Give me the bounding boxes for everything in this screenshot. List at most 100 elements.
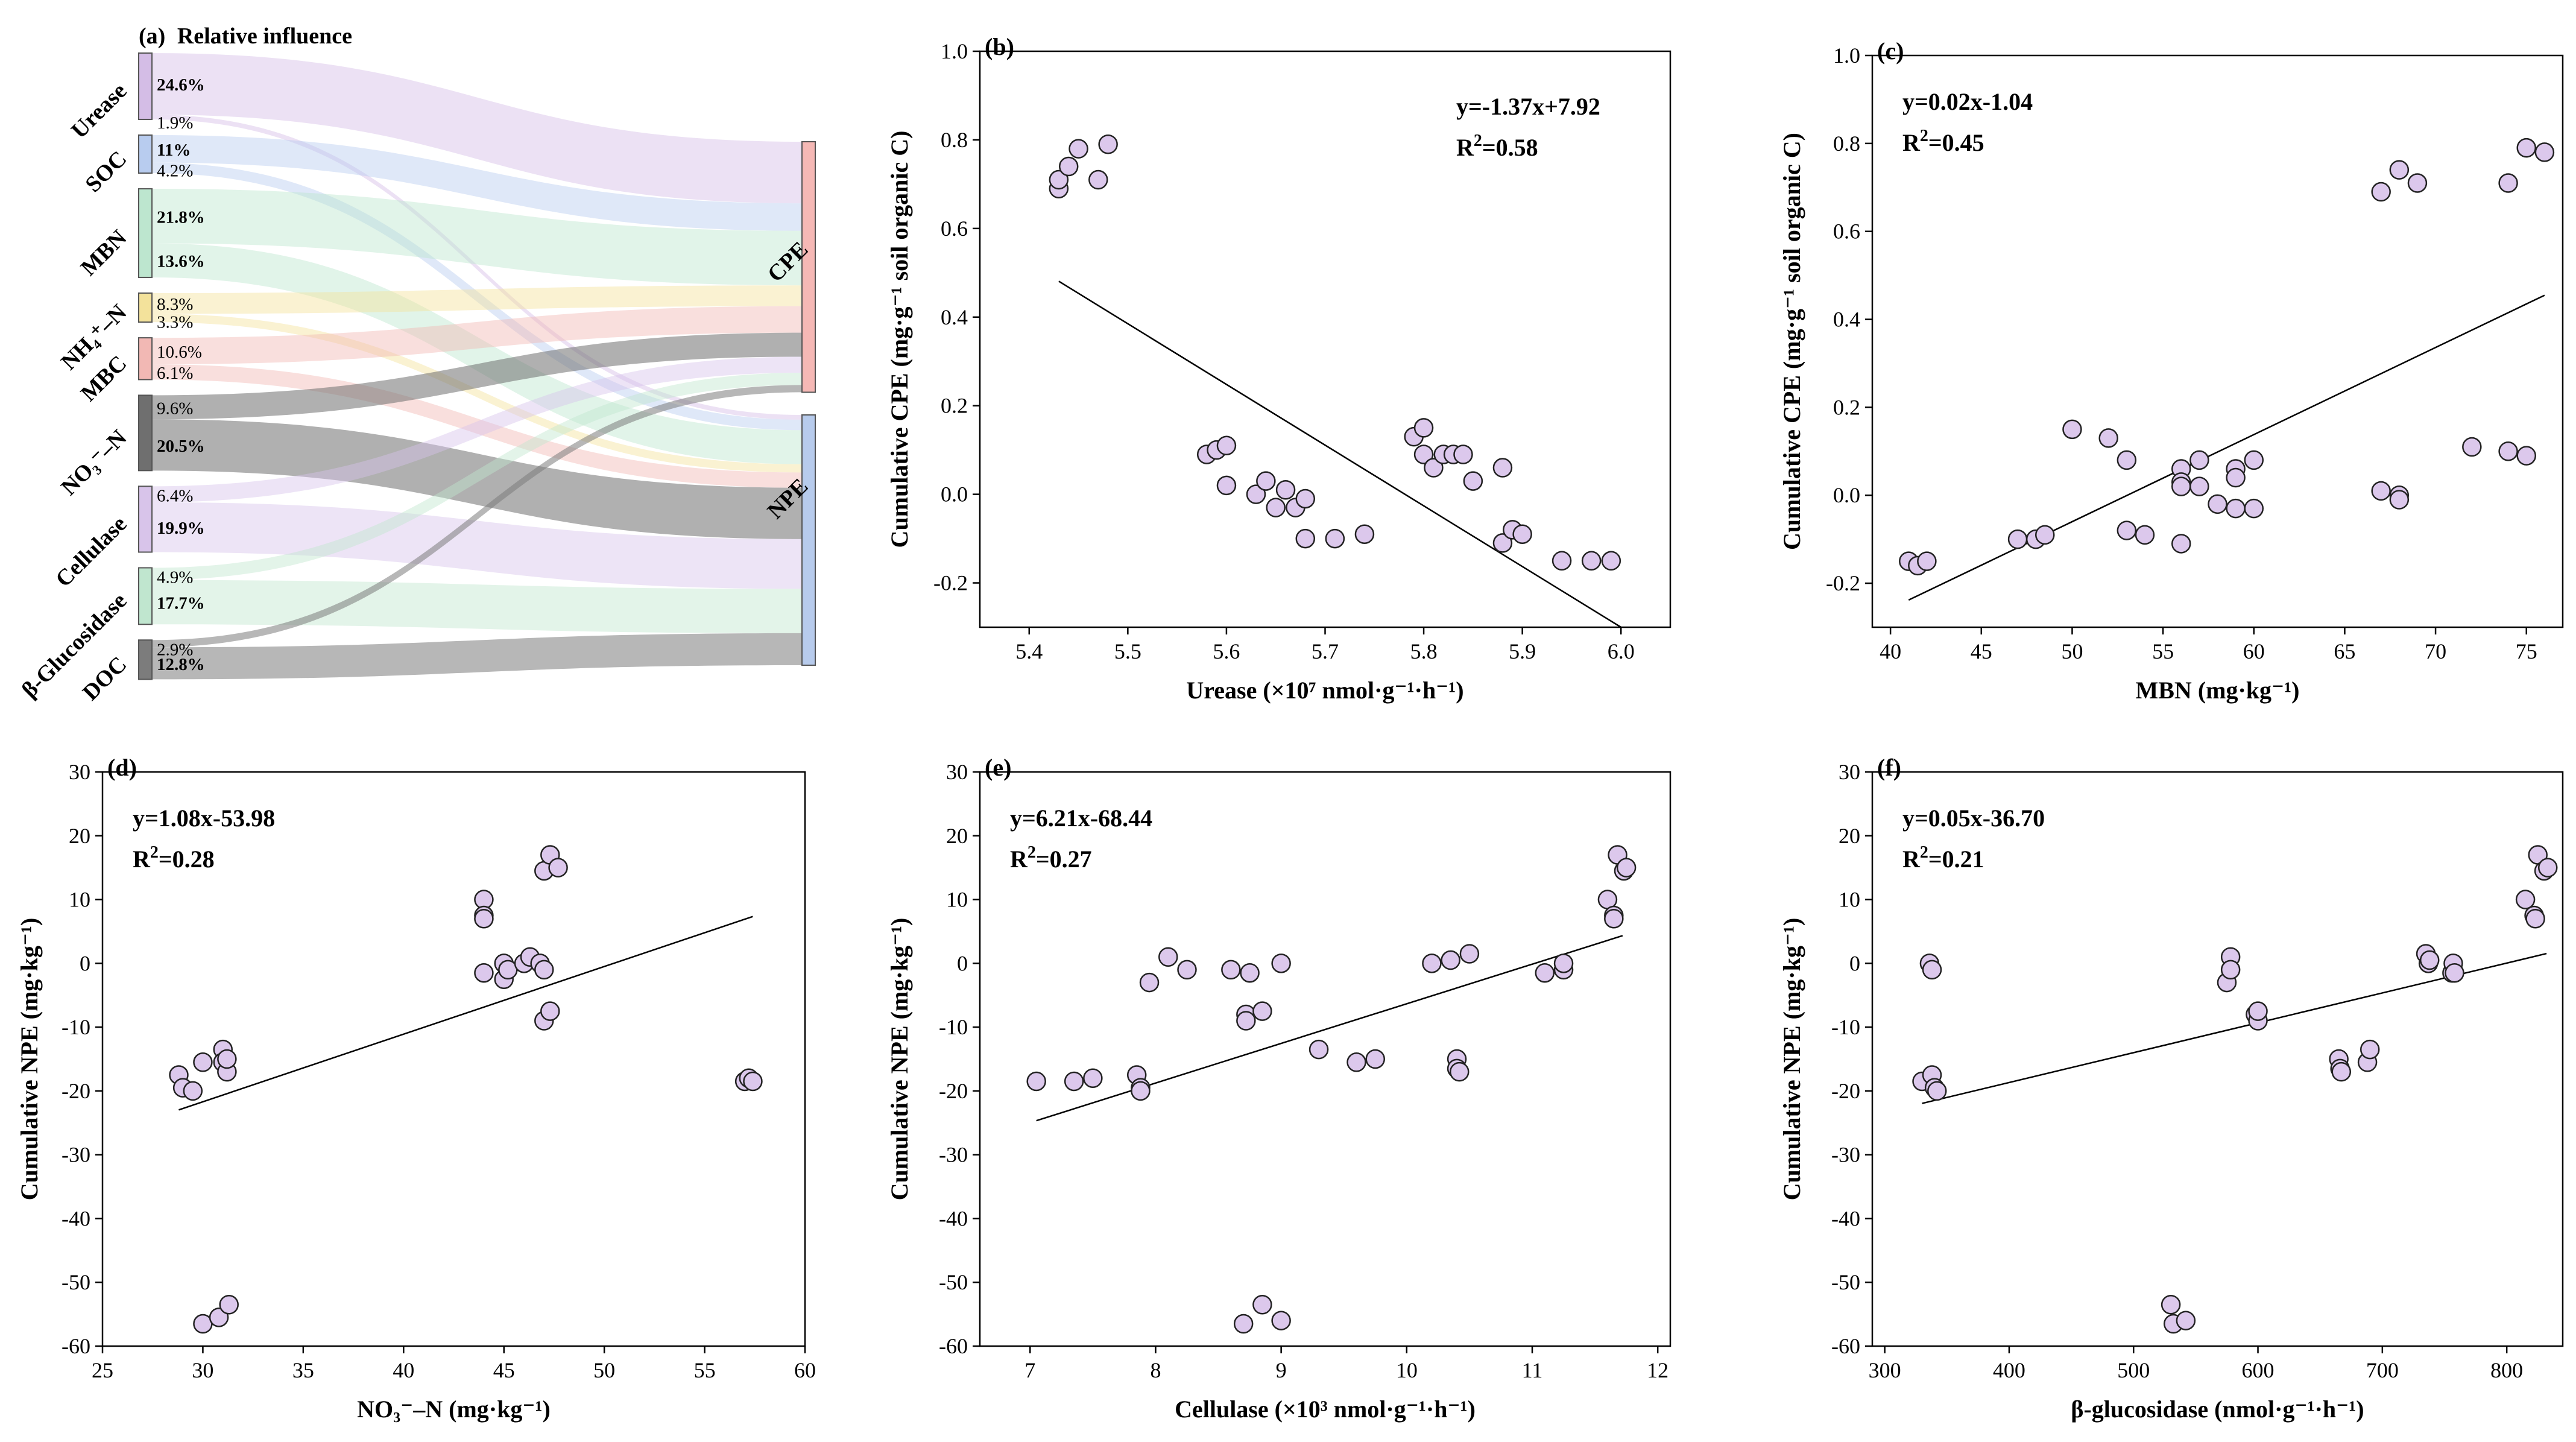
y-tick-label: 0.0 xyxy=(1833,483,1860,507)
sankey-link-no3-cpe xyxy=(152,332,802,420)
data-point xyxy=(1601,551,1621,571)
data-point xyxy=(2331,1061,2352,1082)
sankey-link-soc-npe xyxy=(152,162,802,431)
data-point xyxy=(2360,1039,2380,1060)
sankey-link-mbn-npe xyxy=(152,243,802,464)
y-tick-label: 0.4 xyxy=(941,305,968,329)
data-point xyxy=(2062,419,2082,440)
data-point xyxy=(1236,1011,1256,1031)
data-point xyxy=(2244,450,2264,470)
y-tick-label: 1.0 xyxy=(1833,43,1860,68)
data-point xyxy=(1413,444,1434,464)
source-node-no3 xyxy=(138,394,153,472)
sankey-pct-urease-cpe: 24.6% xyxy=(157,75,205,95)
y-tick-label: 0.4 xyxy=(1833,308,1860,332)
x-tick-label: 45 xyxy=(1971,639,1992,663)
plot-frame xyxy=(979,50,1672,628)
data-point xyxy=(548,858,568,878)
data-point xyxy=(1271,953,1291,973)
y-tick-label: 20 xyxy=(1839,824,1860,848)
x-tick-label: 60 xyxy=(794,1358,816,1382)
data-point xyxy=(1441,950,1460,970)
data-point xyxy=(1295,489,1316,509)
x-tick-label: 5.6 xyxy=(1213,639,1240,663)
x-tick-label: 5.4 xyxy=(1015,639,1043,663)
data-point xyxy=(1927,1081,1947,1101)
sankey-link-nh4-cpe xyxy=(152,285,802,314)
data-point xyxy=(2525,909,2545,929)
data-point xyxy=(1459,944,1480,964)
x-tick-label: 25 xyxy=(92,1358,113,1382)
y-tick-label: -30 xyxy=(62,1143,90,1167)
regression-equation: y=0.02x-1.04 xyxy=(1902,88,2033,115)
y-tick-label: -50 xyxy=(939,1270,968,1294)
data-point xyxy=(2117,450,2137,470)
data-point xyxy=(540,1001,560,1021)
data-point xyxy=(2537,858,2558,878)
x-tick-label: 45 xyxy=(493,1358,515,1382)
scatter-panel-c: 40 45 50 55 60 65 70 75 -0.2 0.0 0.2 0.4 0.6 0.8 1.0 (c… xyxy=(1778,37,2564,704)
x-tick-label: 50 xyxy=(593,1358,615,1382)
regression-line xyxy=(1036,935,1623,1122)
regression-line xyxy=(1922,952,2547,1104)
y-tick-label: -10 xyxy=(939,1015,968,1039)
y-tick-label: -10 xyxy=(62,1015,90,1039)
sankey-pct-doc-npe: 12.8% xyxy=(157,655,205,674)
data-point xyxy=(1535,963,1555,983)
x-tick-label: 60 xyxy=(2243,639,2265,663)
data-point xyxy=(2226,498,2246,519)
data-point xyxy=(2445,963,2464,983)
r-squared: R2=0.21 xyxy=(1902,843,1984,873)
panel-label-d: (d) xyxy=(107,754,137,781)
x-axis-label: MBN (mg·kg⁻¹) xyxy=(2136,677,2300,704)
sankey-pct-no3-npe: 20.5% xyxy=(157,437,205,456)
data-point xyxy=(2226,467,2246,488)
y-axis-label: Cumulative NPE (mg·kg⁻¹) xyxy=(16,918,43,1201)
data-point xyxy=(1604,909,1624,929)
source-node-nh4 xyxy=(138,292,153,323)
data-point xyxy=(2534,142,2555,162)
y-tick-label: 0.2 xyxy=(1833,395,1860,419)
plot-frame xyxy=(1871,771,2564,1347)
x-tick-label: 6.0 xyxy=(1608,639,1635,663)
source-node-mbc xyxy=(138,337,153,381)
data-point xyxy=(1026,1071,1046,1092)
plot-frame xyxy=(979,771,1672,1347)
r-squared-superscript: 2 xyxy=(1920,127,1928,145)
y-tick-label: 0.2 xyxy=(941,394,968,418)
r-squared-value: =0.45 xyxy=(1928,129,1984,156)
y-tick-label: 30 xyxy=(946,760,968,784)
data-point xyxy=(474,909,494,929)
r-squared: R2=0.58 xyxy=(1456,131,1538,161)
y-tick-label: 10 xyxy=(946,888,968,912)
y-tick-label: -0.2 xyxy=(1826,571,1860,595)
plot-frame xyxy=(1871,54,2564,628)
data-point xyxy=(2407,173,2428,193)
data-point xyxy=(2220,960,2241,980)
sankey-pct-cellulase-cpe: 6.4% xyxy=(157,486,193,505)
sankey-link-urease-npe xyxy=(152,115,802,420)
regression-equation: y=-1.37x+7.92 xyxy=(1456,93,1600,120)
data-point xyxy=(1553,953,1574,973)
r-squared-superscript: 2 xyxy=(1474,131,1482,150)
plot-frame xyxy=(101,771,806,1347)
r-squared-value: =0.28 xyxy=(159,846,215,873)
sankey-pct-urease-npe: 1.9% xyxy=(157,113,193,133)
data-point xyxy=(183,1081,203,1101)
data-point xyxy=(2171,534,2191,554)
data-point xyxy=(2248,1001,2268,1021)
x-tick-label: 7 xyxy=(1024,1358,1035,1382)
sankey-panel: (a) Relative influence CPENPE24.6%1.9%Ur… xyxy=(17,24,816,706)
r-squared: R2=0.28 xyxy=(133,843,215,873)
data-point xyxy=(1252,1294,1272,1315)
y-tick-label: -50 xyxy=(1831,1270,1860,1294)
data-point xyxy=(1346,1052,1366,1072)
x-tick-label: 55 xyxy=(2152,639,2174,663)
data-point xyxy=(1216,435,1237,456)
x-axis-label: β-glucosidase (nmol·g⁻¹·h⁻¹) xyxy=(2071,1396,2364,1423)
sankey-link-no3-npe xyxy=(152,419,802,539)
data-point xyxy=(2462,437,2482,457)
sankey-link-doc-npe xyxy=(152,633,802,680)
y-tick-label: -0.2 xyxy=(933,571,968,595)
